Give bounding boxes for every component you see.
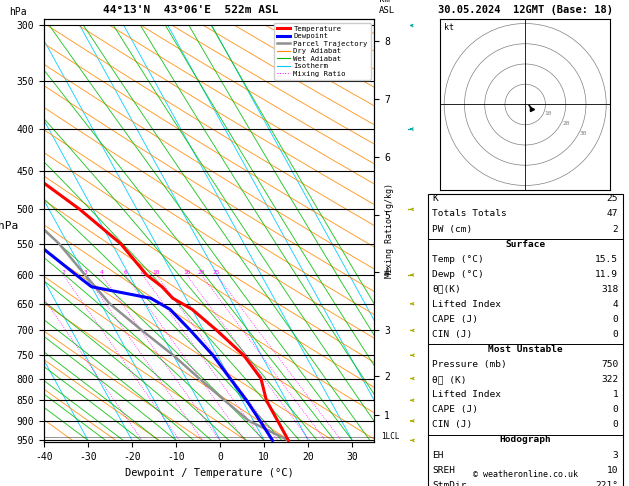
Text: 20: 20 [562, 121, 570, 126]
Text: 16: 16 [183, 270, 191, 275]
Text: 30: 30 [580, 131, 587, 136]
Text: 8: 8 [141, 270, 145, 275]
Text: 11.9: 11.9 [595, 270, 618, 279]
Text: 10: 10 [153, 270, 160, 275]
Legend: Temperature, Dewpoint, Parcel Trajectory, Dry Adiabat, Wet Adiabat, Isotherm, Mi: Temperature, Dewpoint, Parcel Trajectory… [274, 23, 370, 80]
Text: Totals Totals: Totals Totals [432, 209, 507, 219]
Text: 322: 322 [601, 375, 618, 384]
Text: 2: 2 [62, 270, 65, 275]
Text: kt: kt [444, 23, 454, 33]
Text: km
ASL: km ASL [379, 0, 396, 15]
Y-axis label: hPa: hPa [0, 221, 18, 231]
Text: CAPE (J): CAPE (J) [432, 405, 478, 415]
Text: 0: 0 [613, 315, 618, 324]
Text: 1: 1 [613, 390, 618, 399]
Text: CIN (J): CIN (J) [432, 330, 472, 339]
Text: 25: 25 [607, 194, 618, 204]
Text: © weatheronline.co.uk: © weatheronline.co.uk [473, 469, 577, 479]
Text: 6: 6 [123, 270, 127, 275]
Text: Hodograph: Hodograph [499, 435, 551, 445]
Text: 750: 750 [601, 360, 618, 369]
Text: Mixing Ratio (g/kg): Mixing Ratio (g/kg) [386, 183, 394, 278]
Text: θᴇ(K): θᴇ(K) [432, 285, 461, 294]
Text: 0: 0 [613, 420, 618, 430]
Text: PW (cm): PW (cm) [432, 225, 472, 234]
Text: Pressure (mb): Pressure (mb) [432, 360, 507, 369]
Text: 3: 3 [84, 270, 87, 275]
Text: K: K [432, 194, 438, 204]
Text: Lifted Index: Lifted Index [432, 300, 501, 309]
Text: 10: 10 [607, 466, 618, 475]
Text: 0: 0 [613, 330, 618, 339]
Text: 44°13'N  43°06'E  522m ASL: 44°13'N 43°06'E 522m ASL [103, 4, 278, 15]
Text: Most Unstable: Most Unstable [488, 345, 562, 354]
Text: CAPE (J): CAPE (J) [432, 315, 478, 324]
Text: 1LCL: 1LCL [381, 432, 399, 441]
Text: θᴇ (K): θᴇ (K) [432, 375, 467, 384]
Text: 30.05.2024  12GMT (Base: 18): 30.05.2024 12GMT (Base: 18) [438, 4, 613, 15]
Text: 4: 4 [99, 270, 103, 275]
Text: 25: 25 [213, 270, 220, 275]
Text: 318: 318 [601, 285, 618, 294]
Text: Temp (°C): Temp (°C) [432, 255, 484, 264]
Text: 3: 3 [613, 451, 618, 460]
Text: StmDir: StmDir [432, 481, 467, 486]
Text: 47: 47 [607, 209, 618, 219]
Text: 20: 20 [198, 270, 205, 275]
Text: 10: 10 [545, 111, 552, 116]
Text: 4: 4 [613, 300, 618, 309]
Text: 15.5: 15.5 [595, 255, 618, 264]
Text: Surface: Surface [505, 240, 545, 249]
Text: CIN (J): CIN (J) [432, 420, 472, 430]
X-axis label: Dewpoint / Temperature (°C): Dewpoint / Temperature (°C) [125, 468, 294, 478]
Text: 2: 2 [613, 225, 618, 234]
Text: hPa: hPa [9, 7, 27, 17]
Text: Lifted Index: Lifted Index [432, 390, 501, 399]
Text: EH: EH [432, 451, 443, 460]
Text: 221°: 221° [595, 481, 618, 486]
Text: SREH: SREH [432, 466, 455, 475]
Text: Dewp (°C): Dewp (°C) [432, 270, 484, 279]
Text: 0: 0 [613, 405, 618, 415]
